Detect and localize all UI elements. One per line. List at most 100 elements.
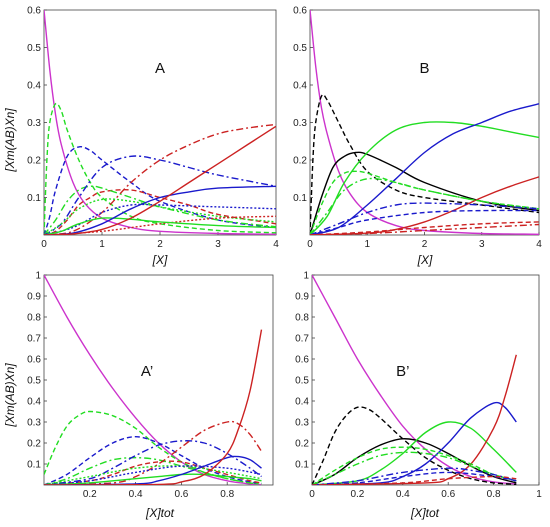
series-line-B2-1 (312, 406, 517, 485)
series-line-B-4 (310, 103, 539, 235)
xtick-label: 4 (536, 239, 542, 250)
series-line-A2-5 (44, 440, 262, 485)
series-line-A-11 (44, 185, 276, 235)
ytick-label: 0.2 (293, 156, 307, 167)
xtick-label: 2 (157, 239, 163, 250)
series-line-A-9 (44, 215, 276, 235)
series-line-B-6 (310, 170, 539, 235)
series-group-B (310, 10, 539, 235)
series-line-A-3 (44, 189, 276, 235)
series-line-B2-7 (312, 451, 517, 485)
series-line-A2-1 (44, 410, 262, 485)
ytick-label: 0.7 (27, 334, 41, 345)
plot-frame-A2 (43, 274, 274, 486)
ytick-label: 0.1 (27, 460, 41, 471)
ytick-label: 0.2 (27, 156, 41, 167)
series-line-A-1 (44, 102, 276, 235)
series-line-B-10 (310, 221, 539, 235)
ytick-label: 1 (35, 271, 41, 282)
ytick-label: 0.3 (295, 418, 309, 429)
panel-label-A2: A’ (141, 363, 153, 380)
series-line-B2-2 (312, 438, 517, 485)
ylabel-top-text: [Xm(AB)Xn] (3, 108, 17, 173)
series-line-A2-6 (44, 420, 263, 485)
xtick-label: 1 (99, 239, 105, 250)
xtick-label: 1 (536, 489, 542, 500)
xlabel-panel-A2: [X]tot (145, 506, 175, 520)
xtick-label: 0 (307, 239, 313, 250)
series-line-A2-7 (44, 465, 262, 485)
xtick-label: 1 (364, 239, 370, 250)
ytick-label: 0.2 (295, 439, 309, 450)
xtick-label: 0.4 (129, 489, 143, 500)
series-group-B2 (312, 275, 517, 485)
series-line-B-7 (310, 177, 539, 235)
panel-B: 0.1 0.2 0.3 0.4 0.5 0.6 0 1 2 3 4 B (293, 6, 542, 251)
series-line-B2-6 (312, 446, 517, 485)
series-line-A-8 (44, 203, 276, 235)
xtick-label: 3 (479, 239, 485, 250)
ylabel-top: [Xm(AB)Xn] (3, 108, 17, 173)
ytick-label: 0.8 (295, 313, 309, 324)
ytick-label: 0.6 (27, 355, 41, 366)
ytick-label: 0.4 (295, 397, 309, 408)
xtick-label: 2 (422, 239, 428, 250)
ytick-label: 1 (303, 271, 309, 282)
series-line-A-12 (44, 125, 276, 235)
xtick-label: 0.6 (174, 489, 188, 500)
ytick-label: 0.3 (293, 118, 307, 129)
xtick-label: 0.2 (350, 489, 364, 500)
series-line-A2-8 (44, 465, 262, 485)
panel-label-A: A (155, 60, 165, 77)
xlabel-panel-B: [X] (417, 253, 433, 267)
xlabel-panel-A: [X] (152, 253, 168, 267)
ytick-label: 0.1 (295, 460, 309, 471)
series-line-B-9 (310, 209, 539, 235)
ytick-label: 0.9 (27, 292, 41, 303)
ytick-label: 0.4 (293, 81, 307, 92)
ytick-label: 0.8 (27, 313, 41, 324)
series-line-B2-10 (312, 475, 517, 485)
series-line-A-7 (44, 198, 276, 235)
series-line-B-11 (310, 223, 539, 235)
ytick-label: 0.5 (27, 376, 41, 387)
series-line-A-6 (44, 123, 276, 235)
series-line-A-5 (44, 155, 276, 235)
panel-label-B2: B’ (396, 363, 409, 380)
ytick-label: 0.2 (27, 439, 41, 450)
series-line-A2-2 (44, 435, 262, 485)
panel-A2: 0.1 0.2 0.3 0.4 0.5 0.6 0.7 0.8 0.9 1 0.2 0.4 0.6 0.8… (27, 271, 274, 500)
series-line-B-2 (310, 151, 539, 235)
series-line-B2-0 (312, 275, 517, 485)
panels-group: 0.1 0.2 0.3 0.4 0.5 0.6 0 1 2 3 4 A 0.1 0.2 0.3 0.4 0.5 0… (27, 6, 542, 501)
ytick-label: 0.5 (293, 43, 307, 54)
xtick-label: 0 (41, 239, 47, 250)
series-line-A-4 (44, 185, 276, 235)
series-line-A2-11 (44, 329, 263, 485)
ytick-label: 0.6 (27, 6, 41, 17)
series-line-B-0 (310, 10, 539, 235)
series-line-A-0 (44, 10, 276, 235)
xtick-label: 0.6 (441, 489, 455, 500)
panel-B2: 0.1 0.2 0.3 0.4 0.5 0.6 0.7 0.8 0.9 1 0 0.2 0.4 0.6 0.… (295, 271, 542, 501)
ytick-label: 0.7 (295, 334, 309, 345)
series-line-A-2 (44, 145, 276, 235)
xtick-label: 3 (215, 239, 221, 250)
series-line-B-3 (310, 121, 539, 235)
ytick-label: 0.6 (295, 355, 309, 366)
xtick-label: 0.8 (220, 489, 234, 500)
series-group-A2 (44, 275, 263, 485)
ytick-label: 0.5 (27, 43, 41, 54)
ytick-label: 0.3 (27, 418, 41, 429)
ytick-label: 0.3 (27, 118, 41, 129)
xtick-label: 4 (273, 239, 279, 250)
series-line-B2-8 (312, 467, 517, 485)
ytick-label: 0.1 (27, 193, 41, 204)
series-line-B-8 (310, 202, 539, 235)
xtick-label: 0.2 (83, 489, 97, 500)
series-line-A-10 (44, 217, 276, 235)
series-line-B2-4 (312, 401, 517, 485)
ytick-label: 0.1 (293, 193, 307, 204)
series-group-A (44, 10, 276, 235)
